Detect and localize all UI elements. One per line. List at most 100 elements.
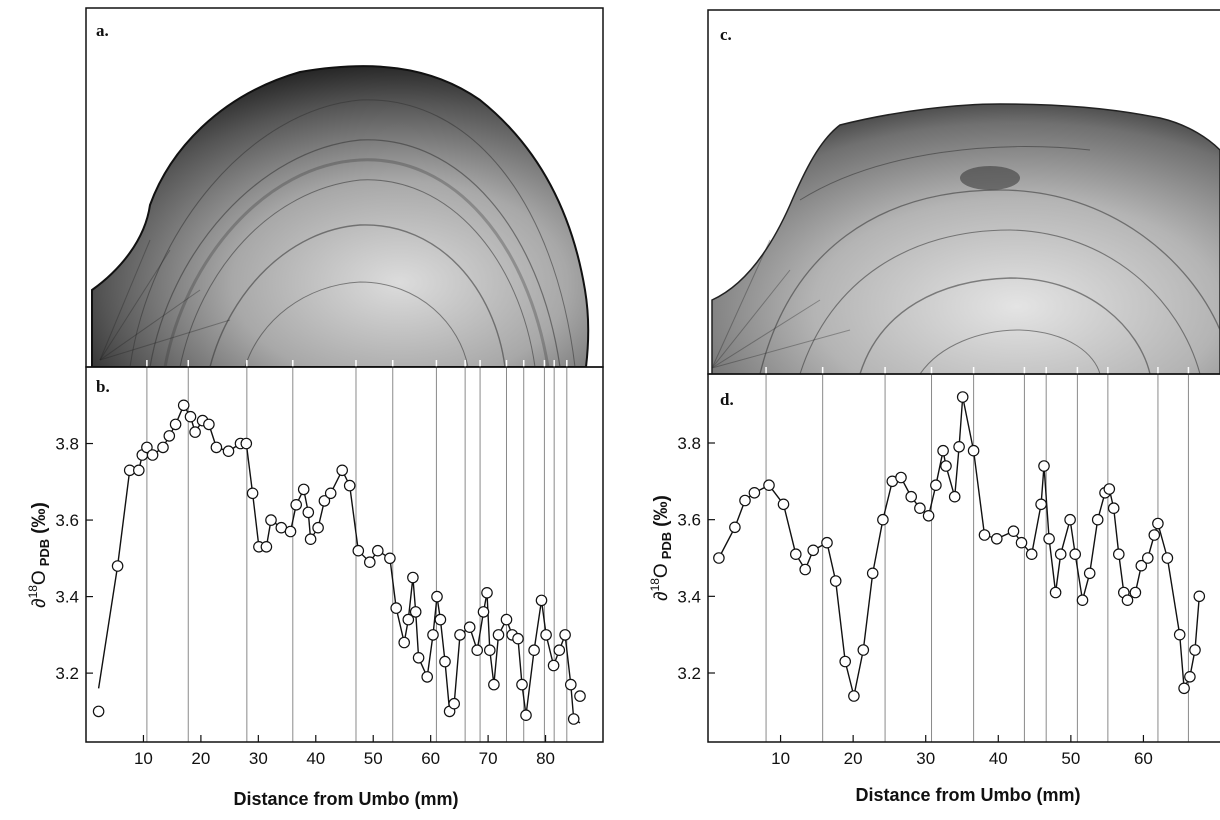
data-point — [748, 486, 761, 499]
data-point — [1135, 559, 1148, 572]
data-point — [492, 629, 505, 641]
data-point — [290, 498, 302, 511]
data-point — [807, 544, 819, 557]
data-point — [222, 445, 235, 457]
data-point — [953, 440, 965, 453]
data-point — [1007, 525, 1020, 537]
data-point — [336, 464, 348, 477]
series-line-b — [97, 403, 581, 724]
data-point — [540, 629, 552, 641]
x-tick-label: 20 — [191, 749, 210, 768]
y-tick-label: 3.2 — [677, 664, 701, 683]
y-tick-label: 3.4 — [677, 587, 701, 606]
shell-growth-rings-c — [759, 146, 1220, 374]
data-point — [520, 709, 532, 721]
data-point — [1107, 502, 1120, 514]
data-point — [940, 460, 952, 472]
data-point — [481, 586, 493, 599]
data-point — [265, 514, 277, 526]
x-tick-label: 40 — [306, 749, 325, 768]
data-point — [304, 533, 317, 545]
x-tick-label: 50 — [1061, 749, 1080, 768]
data-point — [483, 644, 496, 656]
panel-label-c: c. — [720, 25, 732, 44]
x-tick-label: 60 — [421, 749, 440, 768]
chart-b: 10 20 30 40 50 60 70 80 3.2 3.4 3.6 3.8 b. Distanc… — [26, 360, 604, 809]
shell-dark-spot-c — [960, 166, 1020, 190]
photo-tick-marks-b — [146, 360, 568, 367]
data-point — [1178, 682, 1190, 695]
data-point — [1038, 460, 1050, 472]
data-point — [146, 449, 159, 461]
data-point — [559, 629, 571, 641]
data-point — [512, 632, 524, 645]
shell-outline-c — [711, 103, 1220, 374]
x-tick-label: 60 — [1134, 749, 1153, 768]
data-point — [1083, 567, 1096, 580]
data-point — [839, 655, 851, 668]
data-point — [412, 651, 425, 664]
data-point — [111, 560, 124, 572]
x-tick-label: 30 — [916, 749, 935, 768]
data-point — [1043, 532, 1055, 545]
x-axis-title-d: Distance from Umbo (mm) — [855, 785, 1080, 805]
x-tick-label: 30 — [249, 749, 268, 768]
shell-ribs-c — [711, 239, 851, 369]
data-point — [1025, 548, 1038, 560]
y-tick-label: 3.2 — [55, 664, 79, 683]
data-point — [922, 509, 935, 522]
data-point — [535, 594, 548, 607]
x-tick-label: 20 — [844, 749, 863, 768]
data-point — [260, 540, 273, 553]
data-point — [439, 655, 451, 668]
data-point — [763, 479, 775, 491]
data-point — [471, 644, 483, 656]
y-tick-label: 3.8 — [677, 434, 701, 453]
data-point — [1129, 586, 1142, 599]
x-axis-title-b: Distance from Umbo (mm) — [233, 789, 458, 809]
data-point — [866, 567, 879, 580]
data-point — [990, 532, 1003, 545]
data-point — [777, 498, 790, 511]
data-point — [574, 690, 586, 702]
data-point — [1103, 483, 1116, 495]
series-points-b — [92, 399, 586, 725]
data-point — [500, 613, 513, 626]
data-point — [1091, 513, 1104, 526]
series-points-d — [713, 391, 1206, 702]
data-point — [352, 544, 365, 557]
shell-outline-a — [91, 65, 590, 367]
panel-label-d: d. — [720, 390, 734, 409]
data-point — [516, 678, 528, 691]
data-point — [1064, 513, 1076, 526]
data-point — [739, 494, 751, 507]
data-point — [547, 659, 560, 672]
data-point — [564, 678, 577, 691]
data-point — [857, 644, 870, 656]
data-point — [163, 430, 176, 442]
plot-frame-d — [707, 373, 1220, 743]
data-point — [402, 613, 415, 626]
x-tick-label: 10 — [134, 749, 153, 768]
data-point — [184, 410, 197, 423]
data-point — [1142, 552, 1154, 564]
data-point — [177, 399, 190, 412]
data-point — [409, 606, 422, 618]
data-point — [1184, 670, 1196, 683]
data-point — [297, 483, 310, 496]
data-point — [398, 636, 410, 649]
data-point — [141, 441, 153, 454]
data-point — [789, 548, 802, 560]
data-point — [978, 529, 991, 541]
data-point — [421, 671, 433, 683]
data-point — [829, 575, 842, 587]
data-point — [240, 437, 253, 450]
data-point — [448, 697, 460, 710]
x-tick-label: 70 — [479, 749, 498, 768]
data-point — [967, 444, 980, 457]
data-point — [343, 479, 356, 492]
shell-ribs-a — [99, 239, 231, 361]
x-tick-label: 40 — [989, 749, 1008, 768]
data-point — [92, 705, 105, 718]
